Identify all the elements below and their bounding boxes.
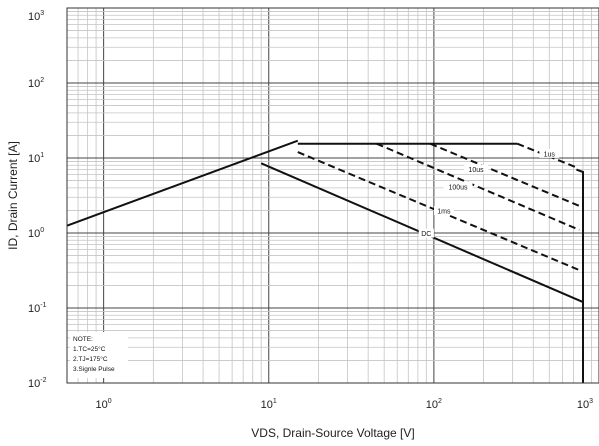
y-tick-label: 100: [28, 227, 44, 240]
series-line-100us: [376, 142, 580, 231]
annotation-bg: [434, 206, 454, 216]
note-line: NOTE:: [73, 336, 93, 343]
annotation-10us: 10us: [468, 167, 484, 174]
annotation-1ms: 1ms: [437, 209, 451, 216]
x-axis-label: VDS, Drain-Source Voltage [V]: [251, 426, 414, 440]
annotation-bg: [539, 148, 560, 158]
series-line-0: [66, 139, 299, 227]
note-line: 2.TJ=175°C: [73, 355, 108, 363]
x-tick-label: 102: [426, 398, 442, 411]
note-line: 1.TC=25°C: [73, 345, 106, 353]
x-tick-label: 100: [96, 398, 112, 411]
note-line: 3.Signle Pulse: [73, 366, 115, 373]
annotation-bg: [443, 181, 473, 191]
x-tick-label: 103: [577, 398, 593, 411]
tick-labels: 100 101 102 103 103 102 101 100 10-1 10-2: [28, 10, 593, 411]
note-background: [70, 332, 128, 378]
annotation-dc: DC: [421, 231, 431, 238]
y-tick-label: 103: [28, 10, 44, 23]
y-tick-label: 10-1: [28, 302, 47, 315]
annotation-1us: 1us: [544, 151, 556, 158]
annotation-100us: 100us: [448, 184, 468, 191]
x-tick-label: 101: [261, 398, 277, 411]
grid: [66, 8, 599, 383]
annotation-bg: [418, 228, 434, 238]
series-line-10us: [429, 142, 580, 207]
note-box: NOTE: 1.TC=25°C 2.TJ=175°C 3.Signle Pulse: [70, 332, 128, 378]
series-line-4: [576, 168, 584, 383]
y-tick-label: 10-2: [28, 377, 47, 390]
annotation-bg: [463, 164, 489, 174]
y-tick-label: 102: [28, 77, 44, 90]
y-axis-label: ID, Drain Current [A]: [6, 141, 20, 250]
plot-frame: [66, 7, 599, 384]
annotation-group: 1us 10us 100us 1ms DC: [418, 148, 560, 238]
y-tick-label: 101: [28, 152, 44, 165]
series-line-1ms: [297, 151, 580, 272]
